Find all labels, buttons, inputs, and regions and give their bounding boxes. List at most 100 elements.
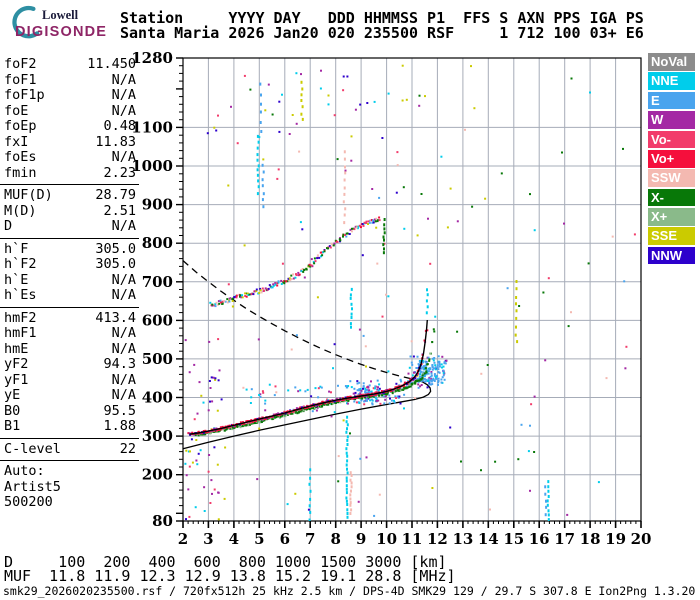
- parameter-row: fmin 2.23: [4, 164, 136, 182]
- muf-transmission-upper: [182, 260, 423, 383]
- plot-border: [182, 57, 642, 522]
- parameter-label: B1: [4, 418, 21, 434]
- parameter-row: yF2 94.3: [4, 356, 136, 373]
- x-tick-label: 11: [402, 530, 423, 548]
- parameter-value: 413.4: [95, 309, 136, 326]
- x-tick-label: 7: [305, 530, 315, 548]
- status-line: smk29_2026020235500.rsf / 720fx512h 25 k…: [3, 584, 696, 598]
- parameter-value: N/A: [111, 287, 136, 303]
- legend-item-X+: X+: [648, 208, 695, 226]
- parameter-value: 305.0: [95, 256, 136, 272]
- parameter-row: h`F 305.0: [4, 240, 136, 258]
- parameter-label: h`E: [4, 271, 29, 288]
- parameter-label: Artist5: [4, 478, 61, 495]
- parameter-row: fxI 11.83: [4, 133, 136, 151]
- parameter-row: D N/A: [4, 218, 136, 235]
- parameter-value: N/A: [111, 271, 136, 288]
- parameter-row: Auto:: [4, 463, 136, 480]
- parameter-value: N/A: [111, 218, 136, 234]
- panel-divider: [0, 306, 139, 308]
- x-tick-label: 14: [478, 530, 499, 548]
- parameter-value: N/A: [111, 87, 136, 103]
- parameter-label: fxI: [4, 133, 29, 150]
- legend-item-X-: X-: [648, 188, 695, 207]
- panel-divider: [0, 237, 139, 239]
- legend-item-NoVal: NoVal: [648, 53, 695, 71]
- parameter-value: N/A: [111, 325, 136, 341]
- logo-crescent-icon: [12, 5, 40, 39]
- parameter-value: 305.0: [95, 240, 136, 257]
- x-tick-label: 3: [203, 530, 213, 548]
- x-tick-label: 4: [229, 530, 239, 548]
- parameter-row: hmF2 413.4: [4, 309, 136, 327]
- parameter-value: N/A: [111, 387, 136, 403]
- parameter-label: hmE: [4, 340, 29, 357]
- parameter-row: hmF1 N/A: [4, 325, 136, 342]
- y-axis: 1280 1100 1000 900 800 700 600 500 400 300 200 80: [131, 49, 183, 530]
- parameter-row: MUF(D) 28.79: [4, 187, 136, 204]
- x-tick-label: 16: [529, 530, 550, 548]
- parameter-value: N/A: [111, 102, 136, 119]
- parameter-value: 2.51: [103, 202, 136, 219]
- parameter-label: h`F2: [4, 256, 37, 272]
- parameter-value: N/A: [111, 340, 136, 357]
- x-tick-label: 2: [178, 530, 188, 548]
- x-tick-label: 9: [356, 530, 366, 548]
- x-tick-label: 15: [503, 530, 524, 548]
- panel-divider: [0, 460, 139, 461]
- parameter-row: C-level 22: [4, 440, 136, 458]
- y-tick-label: 600: [142, 311, 173, 329]
- y-tick-label: 80: [152, 512, 173, 530]
- parameter-label: hmF2: [4, 309, 37, 326]
- parameter-row: B1 1.88: [4, 418, 136, 435]
- parameter-row: foE N/A: [4, 102, 136, 120]
- legend-item-NNW: NNW: [648, 246, 695, 265]
- parameter-value: 11.83: [95, 133, 136, 150]
- parameter-label: foEs: [4, 149, 37, 165]
- x-tick-label: 10: [376, 530, 397, 548]
- x-tick-label: 19: [605, 530, 626, 548]
- parameter-value: N/A: [111, 71, 136, 88]
- legend-item-NNE: NNE: [648, 72, 695, 91]
- y-tick-label: 300: [142, 427, 173, 445]
- parameter-label: D: [4, 218, 13, 234]
- parameter-value: 2.23: [103, 164, 136, 181]
- y-tick-label: 900: [142, 196, 173, 214]
- parameter-panel: foF2 11.450 foF1 N/A foF1p N/A foE N/A foEp 0.48 f…: [0, 56, 139, 511]
- y-tick-label: 700: [142, 273, 173, 291]
- header-column-titles: Station YYYY DAY DDD HHMMSS P1 FFS S AXN…: [120, 9, 644, 27]
- legend-item-SSE: SSE: [648, 227, 695, 246]
- panel-divider: [0, 184, 139, 185]
- parameter-label: foEp: [4, 118, 37, 134]
- parameter-label: foF2: [4, 56, 37, 72]
- parameter-value: N/A: [111, 371, 136, 388]
- parameter-label: M(D): [4, 202, 37, 219]
- x-tick-label: 8: [330, 530, 340, 548]
- parameter-row: h`E N/A: [4, 271, 136, 289]
- legend-item-E: E: [648, 91, 695, 110]
- legend-item-W: W: [648, 111, 695, 129]
- y-tick-label: 1000: [131, 157, 173, 175]
- legend-item-Vo-: Vo-: [648, 130, 695, 149]
- parameter-label: foF1: [4, 71, 37, 88]
- parameter-label: B0: [4, 402, 21, 419]
- x-tick-label: 6: [280, 530, 290, 548]
- parameter-label: h`F: [4, 240, 29, 257]
- parameter-label: C-level: [4, 440, 61, 457]
- digisonde-logo: Lowell DIGISONDE: [6, 2, 121, 46]
- y-tick-label: 1280: [131, 49, 173, 67]
- parameter-value: 95.5: [103, 402, 136, 419]
- x-tick-label: 5: [254, 530, 264, 548]
- parameter-row: foF2 11.450: [4, 56, 136, 73]
- parameter-row: h`Es N/A: [4, 287, 136, 304]
- parameter-row: Artist5: [4, 478, 136, 496]
- x-tick-label: 12: [427, 530, 448, 548]
- parameter-row: foF1p N/A: [4, 87, 136, 104]
- parameter-row: foF1 N/A: [4, 71, 136, 89]
- y-tick-label: 800: [142, 234, 173, 252]
- legend-item-Vo+: Vo+: [648, 149, 695, 168]
- dmuf-distance-row: D 100 200 400 600 800 1000 1500 3000 [km…: [4, 553, 447, 571]
- parameter-label: foE: [4, 102, 29, 119]
- x-tick-label: 20: [631, 530, 652, 548]
